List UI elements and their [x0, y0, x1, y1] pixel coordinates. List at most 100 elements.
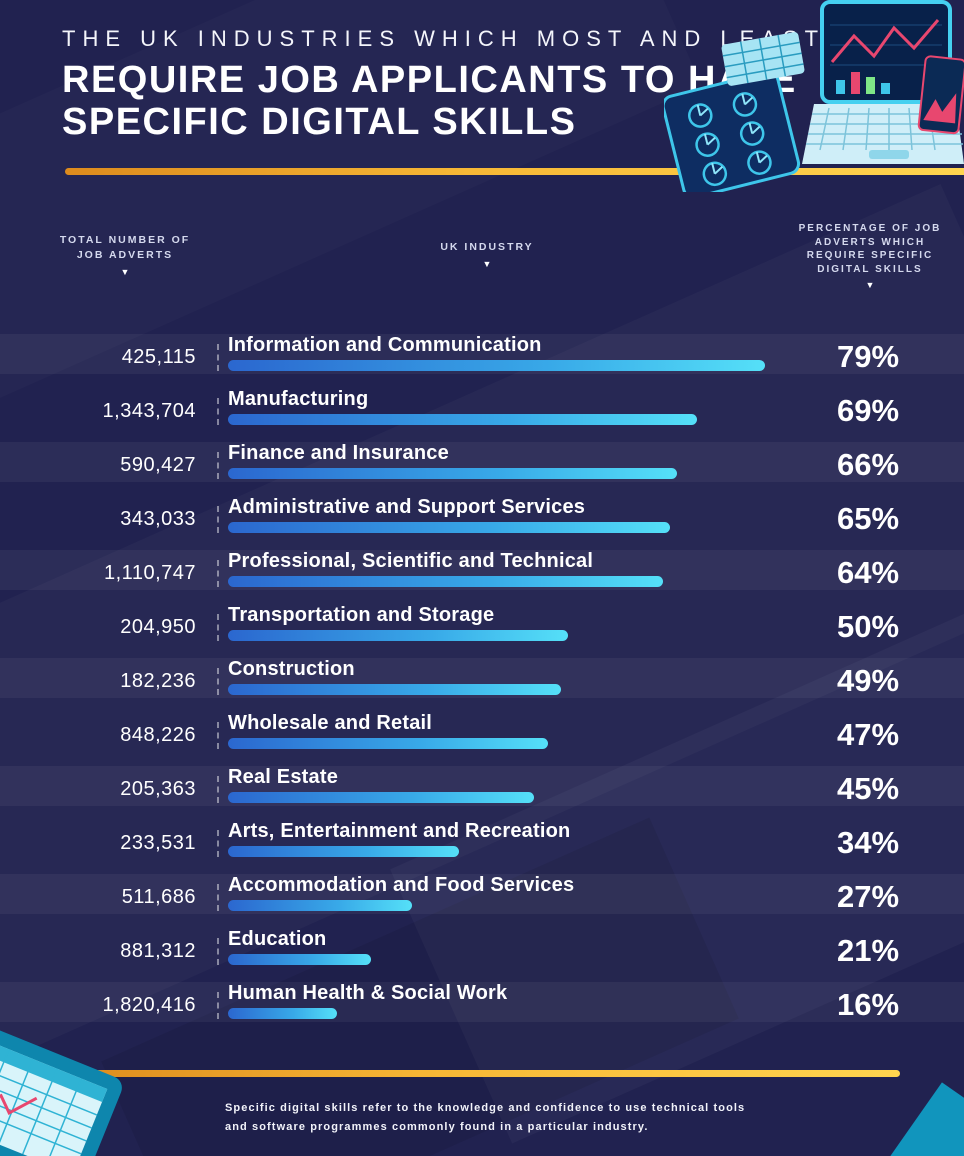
column-header-total-adverts: TOTAL NUMBER OF JOB ADVERTS ▼: [40, 233, 210, 277]
industry-label: Manufacturing: [228, 388, 369, 410]
percent-value: 49%: [836, 663, 900, 698]
job-adverts-count: 590,427: [120, 454, 196, 476]
industry-label: Education: [228, 928, 327, 950]
industry-bar: [228, 792, 534, 803]
industry-label: Information and Communication: [228, 334, 542, 356]
industry-bar: [228, 684, 561, 695]
table-row: 182,236 Construction 49%: [0, 654, 964, 708]
tablet-grid-illustration: [0, 1024, 122, 1156]
dashed-tick: [217, 992, 219, 1019]
percent-value: 64%: [836, 555, 900, 590]
dashed-tick: [217, 344, 219, 371]
table-row: 1,820,416 Human Health & Social Work 16%: [0, 978, 964, 1032]
industry-label: Transportation and Storage: [228, 604, 495, 626]
dashed-tick: [217, 884, 219, 911]
industry-bar: [228, 414, 697, 425]
dashed-tick: [217, 938, 219, 965]
job-adverts-count: 1,820,416: [102, 994, 196, 1016]
chevron-down-icon: ▼: [482, 259, 492, 269]
job-adverts-count: 343,033: [120, 508, 196, 530]
job-adverts-count: 848,226: [120, 724, 196, 746]
column-header-percentage: PERCENTAGE OF JOB ADVERTS WHICH REQUIRE …: [778, 222, 962, 290]
dashed-tick: [217, 614, 219, 641]
industry-label: Arts, Entertainment and Recreation: [228, 820, 571, 842]
table-row: 233,531 Arts, Entertainment and Recreati…: [0, 816, 964, 870]
percent-value: 65%: [836, 501, 900, 536]
job-adverts-count: 204,950: [120, 616, 196, 638]
industry-cell: Manufacturing: [228, 387, 697, 425]
dashed-tick: [217, 830, 219, 857]
table-row: 1,343,704 Manufacturing 69%: [0, 384, 964, 438]
job-adverts-count: 205,363: [120, 778, 196, 800]
corner-accent-shape: [890, 1082, 964, 1156]
table-row: 1,110,747 Professional, Scientific and T…: [0, 546, 964, 600]
footnote: Specific digital skills refer to the kno…: [225, 1102, 746, 1133]
percent-value: 16%: [836, 987, 900, 1022]
table-row: 425,115 Information and Communication 79…: [0, 330, 964, 384]
percent-value: 34%: [836, 825, 900, 860]
chevron-down-icon: ▼: [865, 280, 875, 290]
gold-divider-top: [65, 168, 964, 175]
table-row: 204,950 Transportation and Storage 50%: [0, 600, 964, 654]
industry-bar: [228, 954, 371, 965]
title-kicker: THE UK INDUSTRIES WHICH MOST AND LEAST: [62, 26, 826, 51]
industry-label: Construction: [228, 658, 355, 680]
percent-value: 45%: [836, 771, 900, 806]
industry-cell: Education: [228, 927, 371, 965]
table-row: 343,033 Administrative and Support Servi…: [0, 492, 964, 546]
percent-value: 47%: [836, 717, 900, 752]
dashed-tick: [217, 560, 219, 587]
industry-bar: [228, 522, 670, 533]
column-header-industry-label: UK INDUSTRY: [440, 241, 534, 253]
industry-bar: [228, 630, 568, 641]
dashed-tick: [217, 452, 219, 479]
percent-value: 69%: [836, 393, 900, 428]
industry-bar: [228, 468, 677, 479]
page-title: THE UK INDUSTRIES WHICH MOST AND LEAST R…: [62, 26, 825, 143]
job-adverts-count: 425,115: [121, 346, 196, 368]
column-header-percentage-label: PERCENTAGE OF JOB ADVERTS WHICH REQUIRE …: [798, 223, 942, 275]
gold-divider-bottom: [65, 1070, 900, 1077]
column-header-total-adverts-label: TOTAL NUMBER OF JOB ADVERTS: [59, 234, 191, 261]
job-adverts-count: 511,686: [121, 886, 196, 908]
job-adverts-count: 1,110,747: [104, 562, 196, 584]
industry-label: Administrative and Support Services: [228, 496, 586, 518]
industry-label: Professional, Scientific and Technical: [228, 550, 594, 572]
industry-cell: Administrative and Support Services: [228, 495, 670, 533]
industry-label: Accommodation and Food Services: [228, 874, 575, 896]
industry-cell: Real Estate: [228, 765, 534, 803]
table-row: 511,686 Accommodation and Food Services …: [0, 870, 964, 924]
industry-cell: Wholesale and Retail: [228, 711, 548, 749]
column-header-industry: UK INDUSTRY ▼: [407, 240, 567, 269]
industry-cell: Professional, Scientific and Technical: [228, 549, 663, 587]
industry-cell: Information and Communication: [228, 333, 765, 371]
percent-value: 66%: [836, 447, 900, 482]
industry-label: Wholesale and Retail: [228, 712, 433, 734]
dashed-tick: [217, 506, 219, 533]
industry-cell: Finance and Insurance: [228, 441, 677, 479]
title-main-line2: SPECIFIC DIGITAL SKILLS: [62, 101, 577, 143]
industry-bar: [228, 846, 459, 857]
industry-cell: Construction: [228, 657, 561, 695]
dashed-tick: [217, 668, 219, 695]
job-adverts-count: 881,312: [120, 940, 196, 962]
dashed-tick: [217, 776, 219, 803]
industry-bar: [228, 738, 548, 749]
job-adverts-count: 233,531: [120, 832, 196, 854]
chevron-down-icon: ▼: [120, 267, 130, 277]
chart-rows: 425,115 Information and Communication 79…: [0, 330, 964, 1032]
industry-bar: [228, 360, 765, 371]
table-row: 590,427 Finance and Insurance 66%: [0, 438, 964, 492]
table-row: 205,363 Real Estate 45%: [0, 762, 964, 816]
dashed-tick: [217, 398, 219, 425]
industry-label: Finance and Insurance: [228, 442, 449, 464]
industry-cell: Transportation and Storage: [228, 603, 568, 641]
industry-bar: [228, 900, 412, 911]
job-adverts-count: 182,236: [120, 670, 196, 692]
table-row: 881,312 Education 21%: [0, 924, 964, 978]
percent-value: 21%: [836, 933, 900, 968]
industry-cell: Accommodation and Food Services: [228, 873, 574, 911]
industry-cell: Human Health & Social Work: [228, 981, 507, 1019]
industry-label: Human Health & Social Work: [228, 982, 508, 1004]
